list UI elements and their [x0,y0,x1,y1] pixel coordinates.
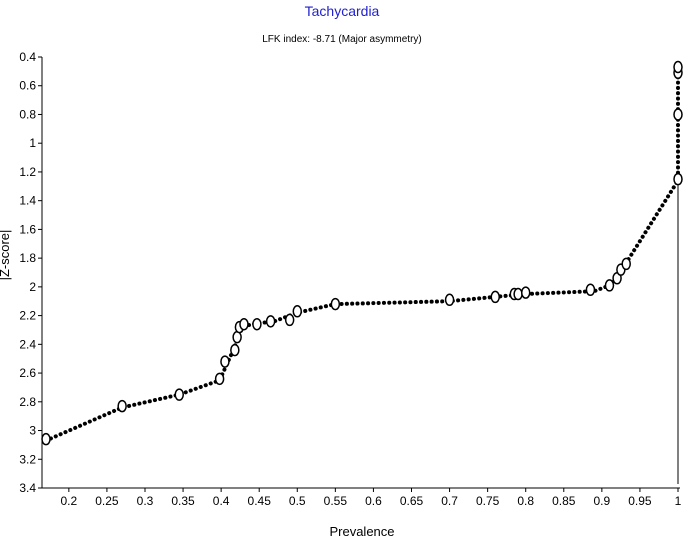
x-tick-label: 0.85 [552,494,576,508]
y-tick-label: 1.4 [19,194,36,208]
x-tick-label: 0.3 [137,494,154,508]
y-tick-label: 2.6 [19,366,36,380]
data-point [252,317,262,331]
data-points [41,60,683,446]
y-tick-label: 1.8 [19,251,36,265]
y-tick-label: 2.8 [19,395,36,409]
y-tick-label: 1.2 [19,165,36,179]
data-point [214,372,225,386]
data-point [490,290,501,304]
data-point [284,313,295,327]
data-point [604,279,615,292]
y-tick-label: 2.2 [19,309,36,323]
data-point [673,60,683,74]
y-axis: 0.4 0.6 0.8 1 1.2 1.4 1.6 1.8 2 2.2 2.4 2.6 2.8 3 3.2 3… [19,50,43,495]
data-point [239,317,249,331]
data-point [621,257,631,271]
data-point [444,293,455,307]
data-point [117,399,127,413]
x-tick-label: 0.6 [365,494,382,508]
y-tick-label: 3.2 [19,452,36,466]
doi-curve [44,66,680,443]
y-tick-label: 1 [29,136,36,150]
doi-curve-line [44,66,680,443]
data-point [513,287,523,301]
x-tick-label: 0.25 [95,494,119,508]
data-point [41,432,51,446]
x-tick-label: 0.2 [60,494,77,508]
x-tick-label: 0.5 [289,494,306,508]
data-point [330,297,341,311]
data-point [520,286,531,299]
y-tick-label: 0.6 [19,79,36,93]
chart-subtitle: LFK index: -8.71 (Major asymmetry) [262,34,422,45]
y-tick-label: 2 [29,280,36,294]
x-tick-label: 0.35 [171,494,195,508]
x-axis-label: Prevalence [329,524,394,539]
x-tick-label: 0.8 [517,494,534,508]
y-tick-label: 3.4 [19,481,36,495]
data-point [673,108,683,121]
data-point [673,172,683,186]
x-tick-label: 0.45 [248,494,272,508]
data-point [220,355,230,368]
x-tick-label: 0.55 [324,494,348,508]
chart-title: Tachycardia [305,3,380,19]
x-tick-label: 0.65 [400,494,424,508]
x-axis: 0.2 0.25 0.3 0.35 0.4 0.45 0.5 0.55 0.6 0.65 0.7 0.… [42,487,682,508]
data-point [265,315,276,328]
y-tick-label: 2.4 [19,337,36,351]
x-tick-label: 0.4 [213,494,230,508]
x-tick-label: 0.95 [628,494,652,508]
x-tick-label: 0.7 [441,494,458,508]
x-tick-label: 1 [675,494,682,508]
y-axis-label: |Z-score| [0,230,12,281]
x-tick-label: 0.9 [594,494,611,508]
y-tick-label: 3 [29,424,36,438]
y-tick-label: 0.4 [19,50,36,64]
data-point [585,283,596,296]
data-point [230,343,240,357]
data-point [292,305,303,318]
data-point [174,388,185,401]
y-tick-label: 1.6 [19,222,36,236]
x-tick-label: 0.75 [476,494,500,508]
y-tick-label: 0.8 [19,107,36,121]
